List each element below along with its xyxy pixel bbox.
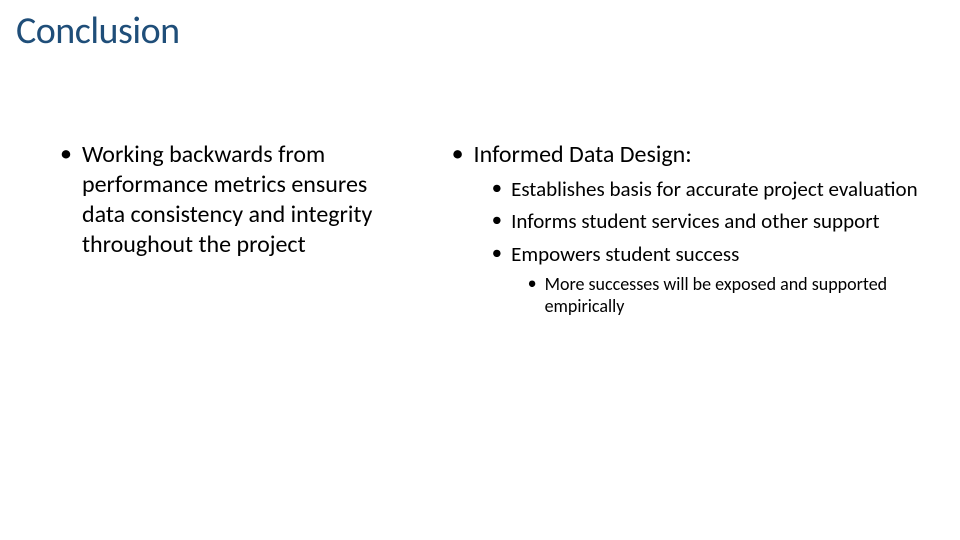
bullet-icon: • (452, 142, 464, 166)
subsubpoint-item: • More successes will be exposed and sup… (528, 273, 920, 318)
bullet-icon: • (528, 274, 537, 292)
slide-title: Conclusion (16, 8, 180, 54)
subpoints-container: • Establishes basis for accurate project… (452, 176, 920, 318)
right-heading-item: • Informed Data Design: (452, 140, 920, 170)
right-heading-text: Informed Data Design: (474, 140, 692, 170)
subpoint-item: • Informs student services and other sup… (492, 208, 920, 234)
left-bullet-item: • Working backwards from performance met… (60, 140, 412, 260)
subpoint-item: • Empowers student success (492, 241, 920, 267)
subpoint-text: Establishes basis for accurate project e… (511, 176, 918, 202)
subpoint-text: Informs student services and other suppo… (511, 208, 880, 234)
left-bullet-text: Working backwards from performance metri… (82, 140, 412, 260)
subsubpoints-container: • More successes will be exposed and sup… (492, 273, 920, 318)
bullet-icon: • (60, 142, 72, 166)
subsubpoint-text: More successes will be exposed and suppo… (545, 273, 920, 318)
subpoint-item: • Establishes basis for accurate project… (492, 176, 920, 202)
left-column: • Working backwards from performance met… (0, 140, 442, 324)
subpoint-text: Empowers student success (511, 241, 739, 267)
bullet-icon: • (492, 242, 502, 263)
content-area: • Working backwards from performance met… (0, 140, 960, 324)
bullet-icon: • (492, 209, 502, 230)
bullet-icon: • (492, 177, 502, 198)
right-column: • Informed Data Design: • Establishes ba… (442, 140, 960, 324)
